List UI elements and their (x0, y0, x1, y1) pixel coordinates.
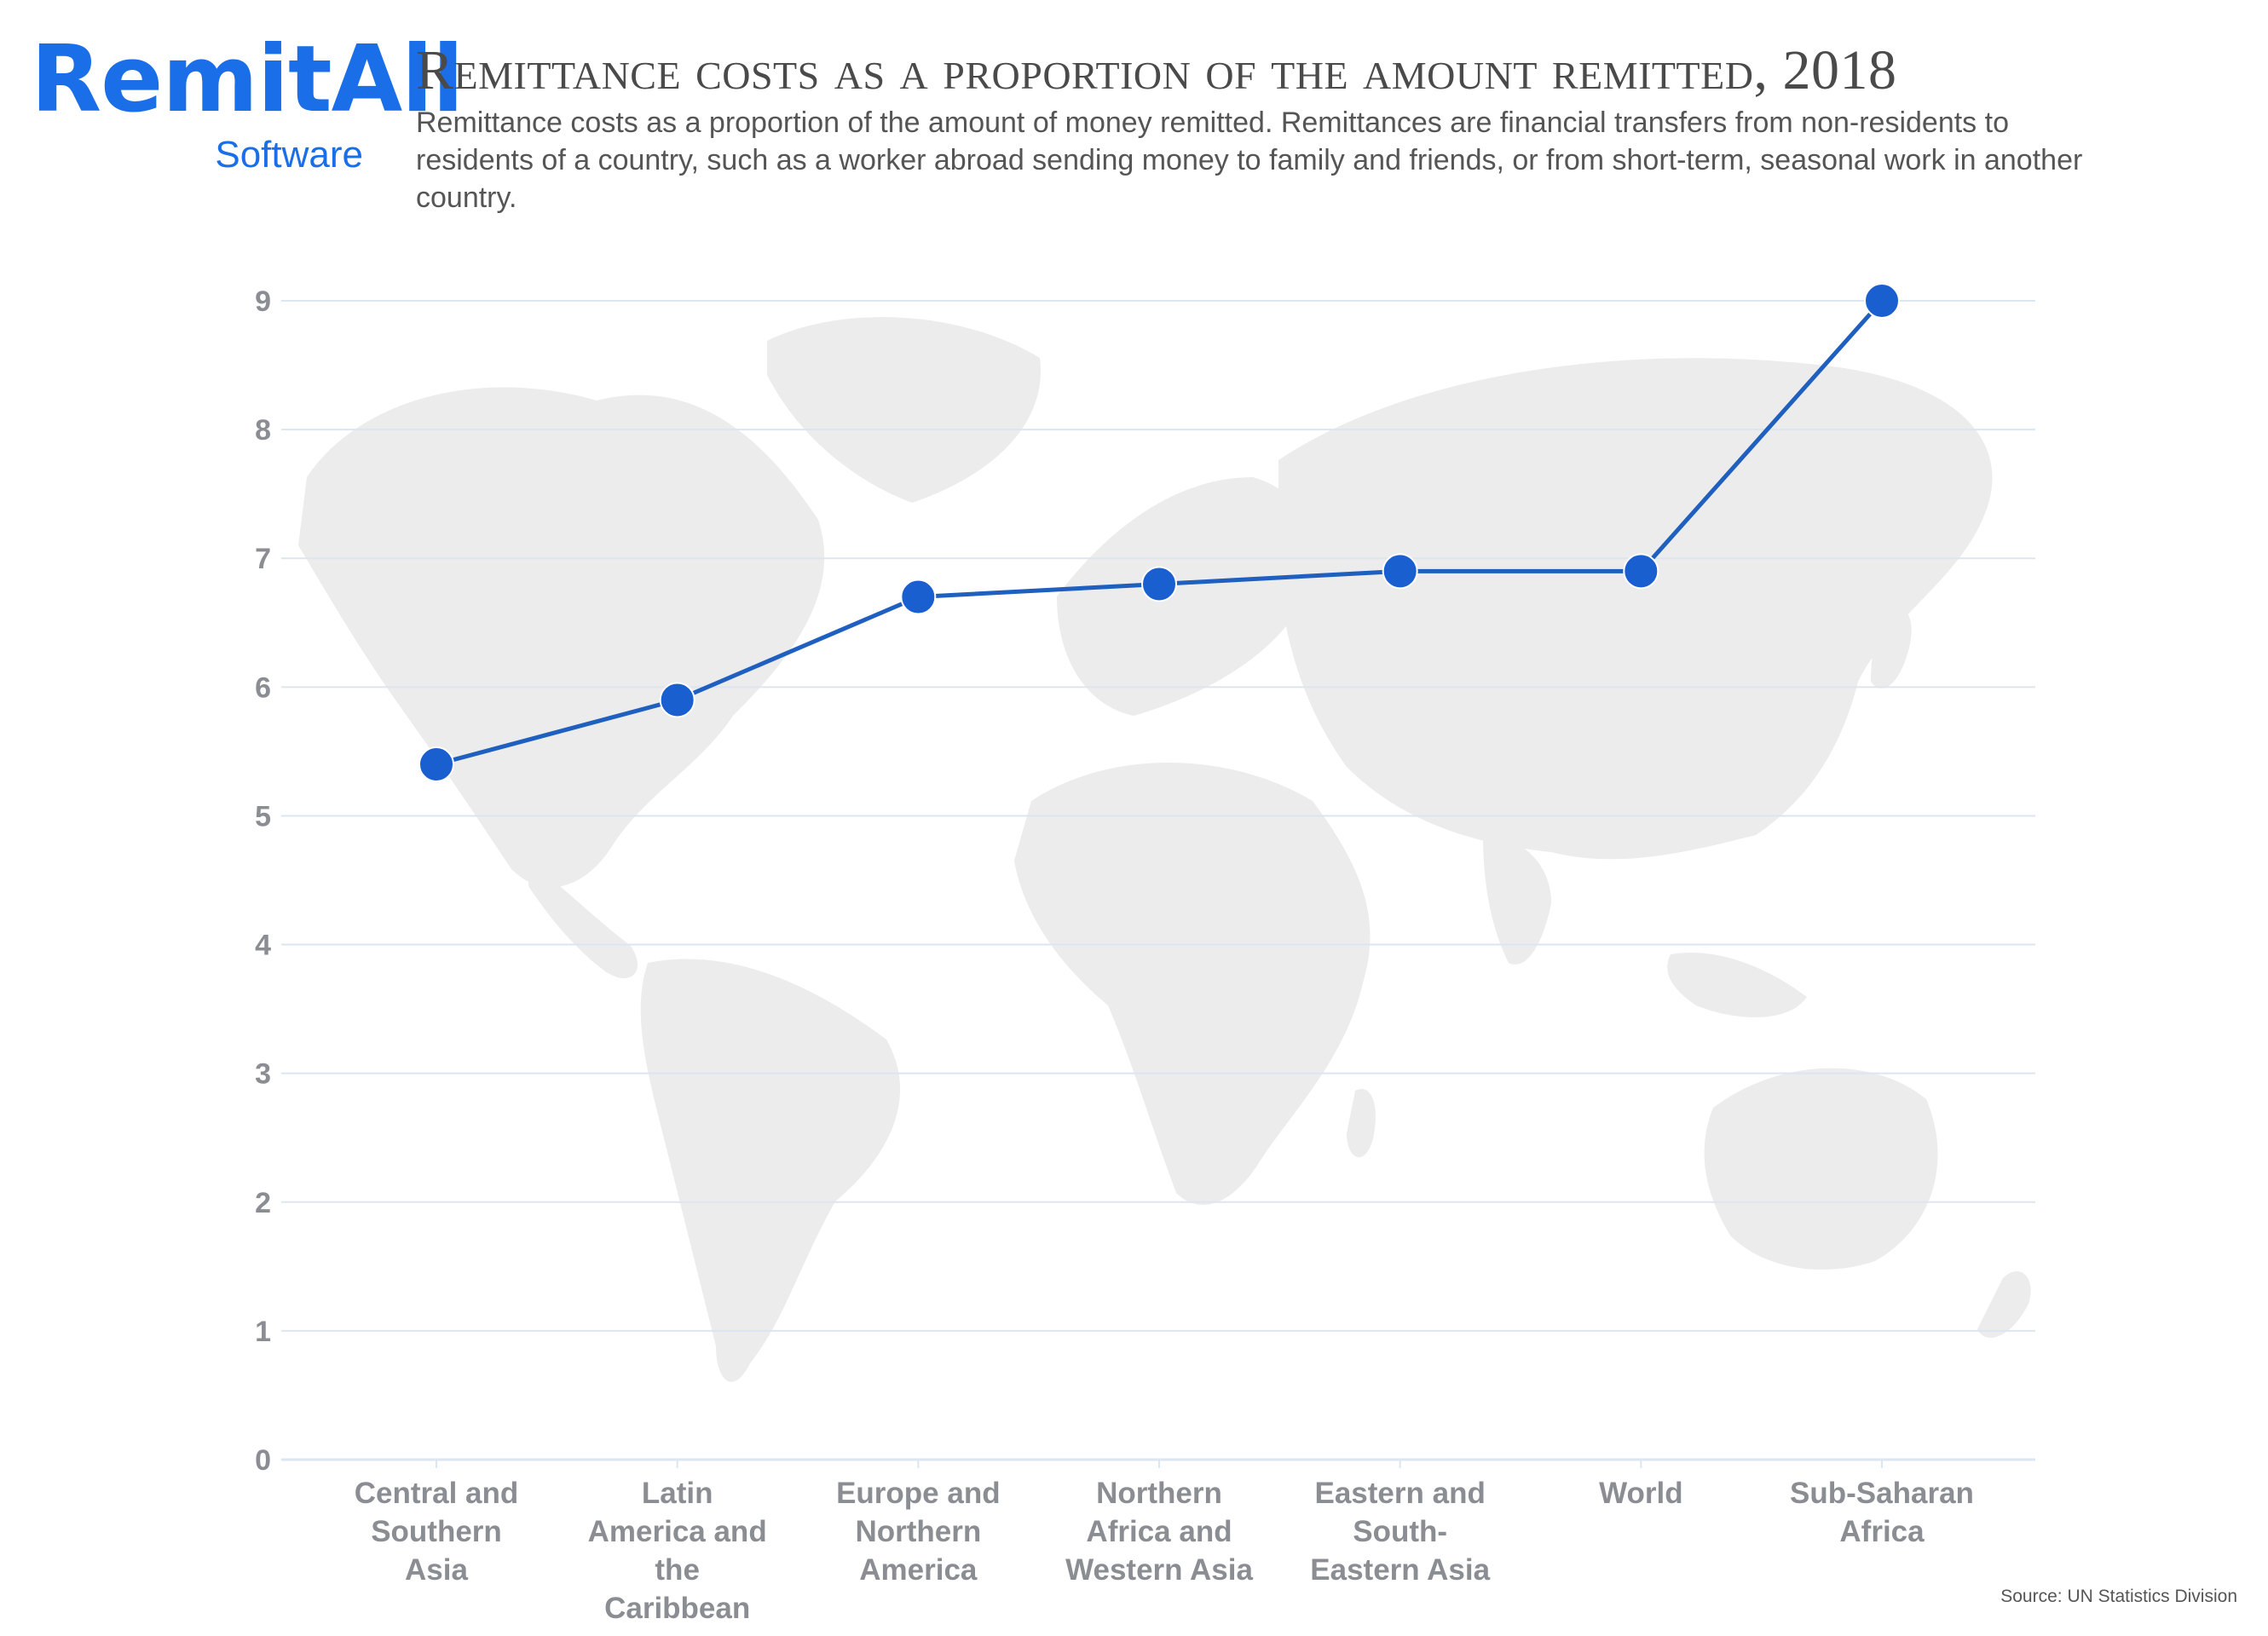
data-point-2 (900, 579, 937, 615)
map-landmass-2 (528, 861, 638, 979)
x-category-label-2: Europe and Northern America (836, 1477, 1001, 1587)
x-category-label-4: Eastern and South-Eastern Asia (1310, 1477, 1490, 1587)
map-landmass-4 (1057, 477, 1313, 716)
map-landmass-11 (1704, 1068, 1938, 1270)
y-tick-label-0: 0 (255, 1444, 271, 1477)
chart-title: Remittance costs as a proportion of the … (416, 39, 1897, 101)
y-tick-label-8: 8 (255, 414, 271, 446)
map-landmass-0 (298, 387, 825, 888)
map-landmass-1 (767, 317, 1041, 503)
map-landmass-5 (1014, 763, 1371, 1206)
data-point-4 (1382, 553, 1418, 590)
y-tick-label-9: 9 (255, 285, 271, 318)
data-point-6 (1864, 283, 1900, 319)
map-landmass-12 (1977, 1270, 2031, 1338)
y-axis-ticks: 0 1 2 3 4 5 6 7 8 9 (255, 285, 271, 1477)
map-landmass-10 (1871, 607, 1912, 688)
data-points (418, 283, 1900, 782)
x-category-label-6: Sub-Saharan Africa (1790, 1477, 1974, 1548)
chart-subtitle: Remittance costs as a proportion of the … (416, 107, 2083, 214)
data-point-3 (1141, 566, 1177, 602)
y-tick-label-6: 6 (255, 671, 271, 704)
y-tick-label-4: 4 (255, 930, 271, 962)
data-point-0 (418, 746, 454, 782)
x-category-label-1: Latin America and the Caribbean (588, 1477, 767, 1625)
world-map-background (298, 317, 2031, 1382)
x-category-label-0: Central and Southern Asia (355, 1477, 519, 1587)
map-landmass-8 (1483, 835, 1551, 965)
map-landmass-9 (1667, 953, 1807, 1017)
x-category-label-3: Northern Africa and Western Asia (1065, 1477, 1253, 1587)
y-tick-label-7: 7 (255, 543, 271, 575)
x-category-label-5: World (1599, 1477, 1683, 1510)
logo-sub-text: Software (215, 134, 363, 176)
y-tick-label-1: 1 (255, 1316, 271, 1348)
source-note: Source: UN Statistics Division (2000, 1587, 2237, 1606)
x-axis-labels: Central and Southern Asia Latin America and t… (355, 1460, 1974, 1625)
y-tick-label-2: 2 (255, 1187, 271, 1219)
data-point-5 (1623, 553, 1659, 590)
y-tick-label-3: 3 (255, 1058, 271, 1091)
map-landmass-3 (640, 959, 901, 1382)
data-point-1 (659, 682, 695, 718)
map-landmass-6 (1347, 1089, 1376, 1158)
map-landmass-7 (1278, 358, 1993, 860)
y-tick-label-5: 5 (255, 800, 271, 832)
